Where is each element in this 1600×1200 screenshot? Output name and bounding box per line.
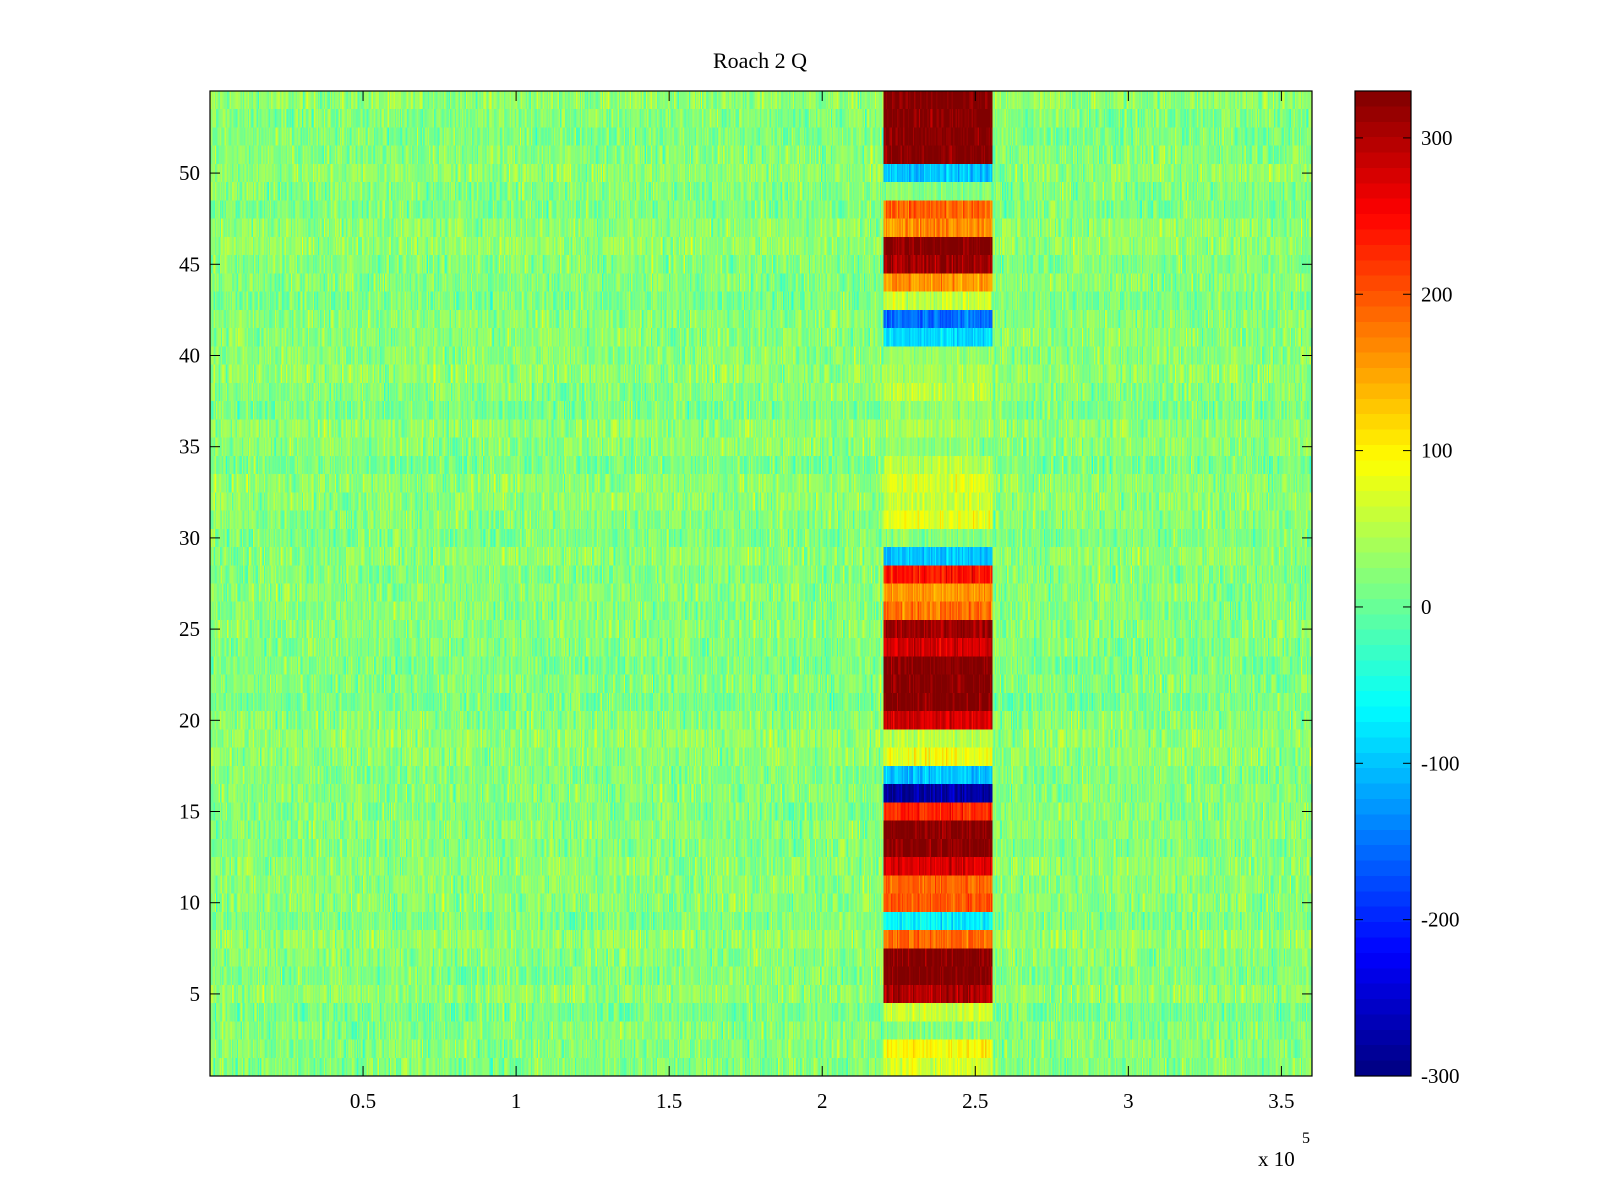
x-tick-label: 3.5 xyxy=(1268,1089,1294,1113)
colorbar-axis: -300 -200 -100 0 100 200 300 xyxy=(1355,126,1460,1088)
x-tick-label: 1 xyxy=(511,1089,522,1113)
colorbar-tick-label: 0 xyxy=(1421,595,1432,619)
colorbar-tick-label: -300 xyxy=(1421,1064,1460,1088)
x-exponent-base: x 10 xyxy=(1258,1147,1295,1171)
y-tick-label: 20 xyxy=(179,708,200,732)
x-tick-label: 1.5 xyxy=(656,1089,682,1113)
x-exponent-power: 5 xyxy=(1302,1130,1310,1147)
x-axis: 0.5 1 1.5 2 2.5 3 3.5 xyxy=(350,91,1295,1113)
colorbar-gradient xyxy=(1355,91,1411,1076)
y-tick-label: 30 xyxy=(179,526,200,550)
x-tick-label: 3 xyxy=(1123,1089,1134,1113)
colorbar-frame xyxy=(1354,90,1412,1077)
y-axis: 5 10 15 20 25 30 35 40 45 50 xyxy=(179,161,1312,1006)
x-tick-label: 0.5 xyxy=(350,1089,376,1113)
colorbar-tick-label: 300 xyxy=(1421,126,1453,150)
colorbar-tick-label: 200 xyxy=(1421,282,1453,306)
y-tick-label: 5 xyxy=(190,982,201,1006)
y-tick-label: 50 xyxy=(179,161,200,185)
colorbar-tick-label: -200 xyxy=(1421,908,1460,932)
colorbar-tick-label: 100 xyxy=(1421,439,1453,463)
chart-title: Roach 2 Q xyxy=(713,48,807,73)
y-tick-label: 35 xyxy=(179,435,200,459)
y-tick-label: 25 xyxy=(179,617,200,641)
y-tick-label: 40 xyxy=(179,343,200,367)
y-tick-label: 45 xyxy=(179,252,200,276)
colorbar-tick-label: -100 xyxy=(1421,751,1460,775)
y-tick-label: 15 xyxy=(179,800,200,824)
x-tick-label: 2 xyxy=(817,1089,828,1113)
x-tick-label: 2.5 xyxy=(962,1089,988,1113)
heatmap-image xyxy=(210,91,1312,1076)
y-tick-label: 10 xyxy=(179,891,200,915)
plot-frame xyxy=(209,90,1313,1077)
